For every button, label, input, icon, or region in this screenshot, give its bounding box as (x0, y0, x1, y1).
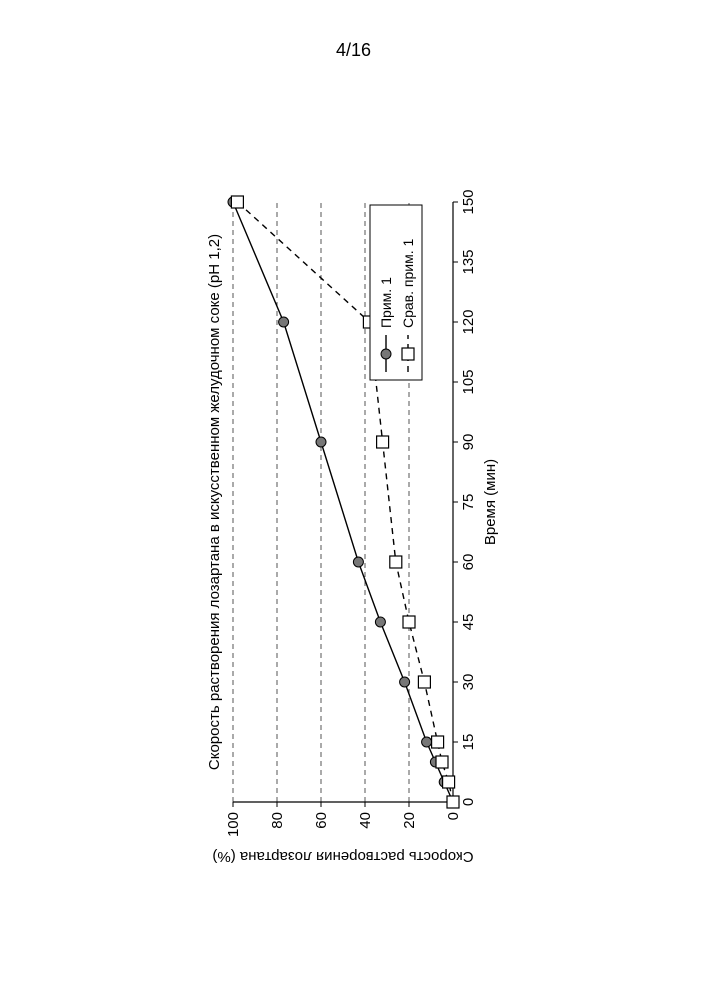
series-marker (418, 676, 430, 688)
x-tick-label: 45 (460, 614, 477, 631)
page-number: 4/16 (0, 40, 707, 61)
y-axis-label: Скорость растворения лозартана (%) (212, 848, 473, 865)
y-tick-label: 100 (225, 812, 242, 837)
series-marker (400, 677, 410, 687)
x-tick-label: 75 (460, 494, 477, 511)
series-marker (375, 617, 385, 627)
y-tick-label: 0 (445, 812, 462, 820)
series-marker (422, 737, 432, 747)
y-tick-label: 80 (269, 812, 286, 829)
x-tick-label: 0 (460, 798, 477, 806)
y-tick-label: 60 (313, 812, 330, 829)
series-marker (432, 736, 444, 748)
legend-item-label: Срав. прим. 1 (400, 239, 416, 328)
series-marker (353, 557, 363, 567)
series-marker (279, 317, 289, 327)
series-marker (447, 796, 459, 808)
dissolution-chart: 0 15 30 45 60 75 90 105 120 135 150 0 20 40 60 80 100 Ско… (205, 130, 515, 880)
series-marker (316, 437, 326, 447)
x-tick-label: 90 (460, 434, 477, 451)
x-tick-label: 150 (460, 189, 477, 214)
series-marker (377, 436, 389, 448)
x-tick-label: 60 (460, 554, 477, 571)
chart-container: 0153045607590105120135150020406080100Ско… (0, 350, 707, 660)
x-tick-label: 15 (460, 734, 477, 751)
series-marker (403, 616, 415, 628)
x-axis-label: Время (мин) (482, 459, 499, 545)
chart-title: Скорость растворения лозартана в искусст… (206, 234, 223, 770)
x-tick-label: 30 (460, 674, 477, 691)
series-marker (436, 756, 448, 768)
x-tick-label: 120 (460, 309, 477, 334)
legend-item-label: Прим. 1 (378, 277, 394, 328)
x-tick-label: 105 (460, 369, 477, 394)
y-tick-label: 20 (401, 812, 418, 829)
series-marker (443, 776, 455, 788)
y-tick-label: 40 (357, 812, 374, 829)
x-tick-label: 135 (460, 249, 477, 274)
series-marker (390, 556, 402, 568)
series-marker (231, 196, 243, 208)
